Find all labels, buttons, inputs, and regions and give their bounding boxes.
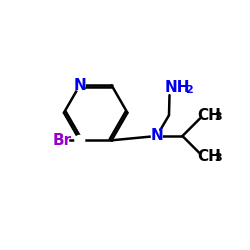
Text: NH: NH xyxy=(164,80,190,95)
Text: 2: 2 xyxy=(185,85,193,95)
Text: 3: 3 xyxy=(214,154,222,164)
Circle shape xyxy=(152,130,162,141)
Circle shape xyxy=(74,80,85,91)
Text: CH: CH xyxy=(197,108,221,123)
Text: Br: Br xyxy=(53,133,72,148)
Text: N: N xyxy=(150,128,163,144)
Text: CH: CH xyxy=(197,149,221,164)
Text: N: N xyxy=(74,78,86,93)
Circle shape xyxy=(75,136,85,145)
Text: 3: 3 xyxy=(214,112,222,122)
